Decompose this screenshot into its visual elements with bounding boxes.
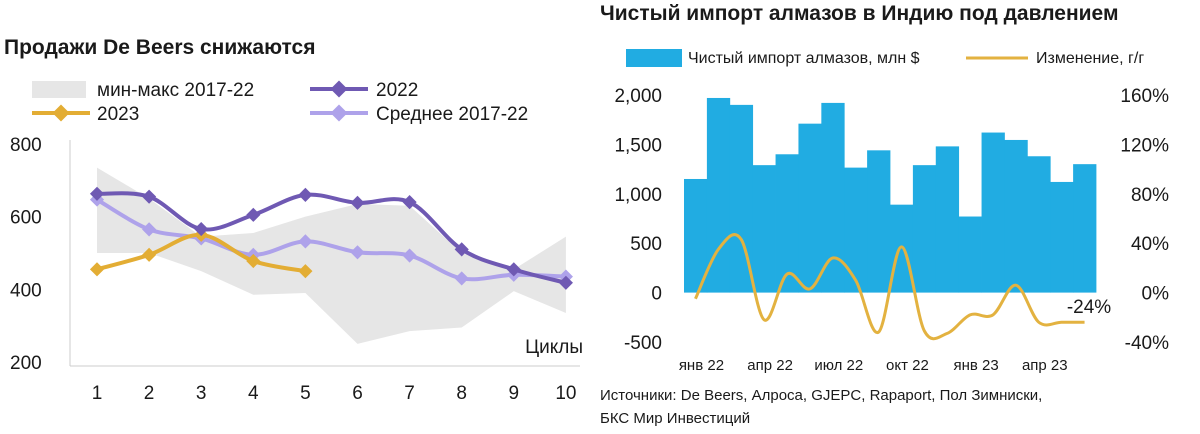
x-tick-label: апр 22 [747, 357, 793, 374]
right-y-tick-label: 160% [1120, 86, 1169, 107]
bar [935, 146, 960, 293]
data-point-2022 [558, 275, 573, 290]
left-y-tick-label: 0 [651, 284, 662, 305]
x-tick-label: 2 [144, 383, 155, 404]
right-y-tick-label: 40% [1131, 234, 1169, 255]
data-point-2022 [142, 189, 157, 204]
legend-label-2023: 2023 [97, 104, 140, 125]
bar [912, 165, 937, 293]
left-y-tick-label: 2,000 [614, 86, 662, 107]
x-tick-label: 3 [196, 383, 207, 404]
x-tick-label: 8 [456, 383, 467, 404]
range-band-min-max [97, 167, 566, 344]
bar [729, 104, 754, 293]
legend-label-bars: Чистый импорт алмазов, млн $ [688, 50, 920, 67]
data-point-2023 [89, 262, 105, 277]
data-point-2022 [194, 221, 209, 237]
right-y-tick-label: 80% [1131, 185, 1169, 206]
legend-swatch-bars [626, 49, 682, 67]
data-point-2022 [506, 262, 521, 277]
data-point-Среднее 2017-22 [454, 271, 469, 286]
data-point-2022 [350, 195, 365, 210]
x-axis-label: Циклы [525, 337, 583, 358]
bar [844, 167, 868, 293]
legend-label-average: Среднее 2017-22 [376, 104, 529, 125]
legend-marker-average [330, 104, 348, 122]
bar [981, 132, 1005, 293]
x-tick-label: янв 22 [679, 357, 724, 374]
x-tick-label: 4 [248, 383, 259, 404]
x-tick-label: 5 [300, 383, 311, 404]
right-y-tick-label: 0% [1142, 284, 1170, 305]
bar [1004, 139, 1028, 293]
y-tick-label: 800 [10, 135, 42, 156]
x-tick-label: 9 [509, 383, 520, 404]
data-point-2022 [402, 195, 417, 210]
data-point-2023 [246, 253, 261, 269]
bar [752, 165, 776, 293]
legend-marker-2023 [52, 104, 70, 122]
series-line-2022 [96, 191, 567, 285]
data-point-Среднее 2017-22 [298, 234, 313, 249]
x-tick-label: 10 [555, 383, 576, 404]
legend-swatch-range [32, 81, 86, 98]
legend-label-range: мин-макс 2017-22 [97, 80, 255, 101]
data-point-2022 [454, 242, 469, 257]
data-point-Среднее 2017-22 [350, 245, 365, 260]
y-tick-label: 600 [10, 208, 42, 229]
data-point-2022 [298, 187, 313, 202]
source-line-1: Источники: De Beers, Алроса, GJEPC, Rapa… [600, 387, 1043, 404]
data-point-Среднее 2017-22 [142, 222, 157, 237]
bar [775, 154, 799, 293]
source-line-2: БКС Мир Инвестиций [600, 410, 751, 427]
right-y-tick-label: -40% [1125, 333, 1169, 354]
x-tick-label: 1 [92, 383, 103, 404]
bar [890, 204, 914, 293]
legend-label-yoy: Изменение, г/г [1036, 50, 1145, 67]
x-tick-label: июл 22 [814, 357, 863, 374]
y-tick-label: 200 [10, 353, 42, 374]
x-tick-label: 7 [404, 383, 415, 404]
legend-marker-2022 [330, 80, 348, 98]
bar [867, 150, 891, 293]
yoy-annotation-label: -24% [1067, 297, 1111, 318]
data-point-2022 [246, 207, 261, 222]
left-y-tick-label: 500 [630, 234, 662, 255]
left-chart-title: Продажи De Beers снижаются [4, 36, 316, 59]
legend-label-2022: 2022 [376, 80, 419, 101]
x-tick-label: янв 23 [953, 357, 998, 374]
x-tick-label: окт 22 [886, 357, 929, 374]
yoy-change-line [694, 233, 1085, 341]
bar [798, 123, 822, 293]
right-chart-title: Чистый импорт алмазов в Индию под давлен… [600, 2, 1119, 25]
bar [1073, 164, 1097, 293]
x-tick-label: 6 [352, 383, 363, 404]
bar [1050, 181, 1074, 293]
data-point-2023 [298, 264, 313, 279]
bar [1027, 156, 1051, 293]
right-y-tick-label: 120% [1120, 135, 1169, 156]
y-tick-label: 400 [10, 280, 42, 301]
bar [684, 178, 708, 293]
bar [821, 102, 845, 293]
x-tick-label: апр 23 [1022, 357, 1068, 374]
bar [958, 216, 982, 293]
left-y-tick-label: -500 [624, 333, 662, 354]
data-point-Среднее 2017-22 [402, 248, 417, 263]
left-y-tick-label: 1,000 [614, 185, 662, 206]
series-line-Среднее 2017-22 [95, 197, 566, 282]
left-y-tick-label: 1,500 [614, 135, 662, 156]
